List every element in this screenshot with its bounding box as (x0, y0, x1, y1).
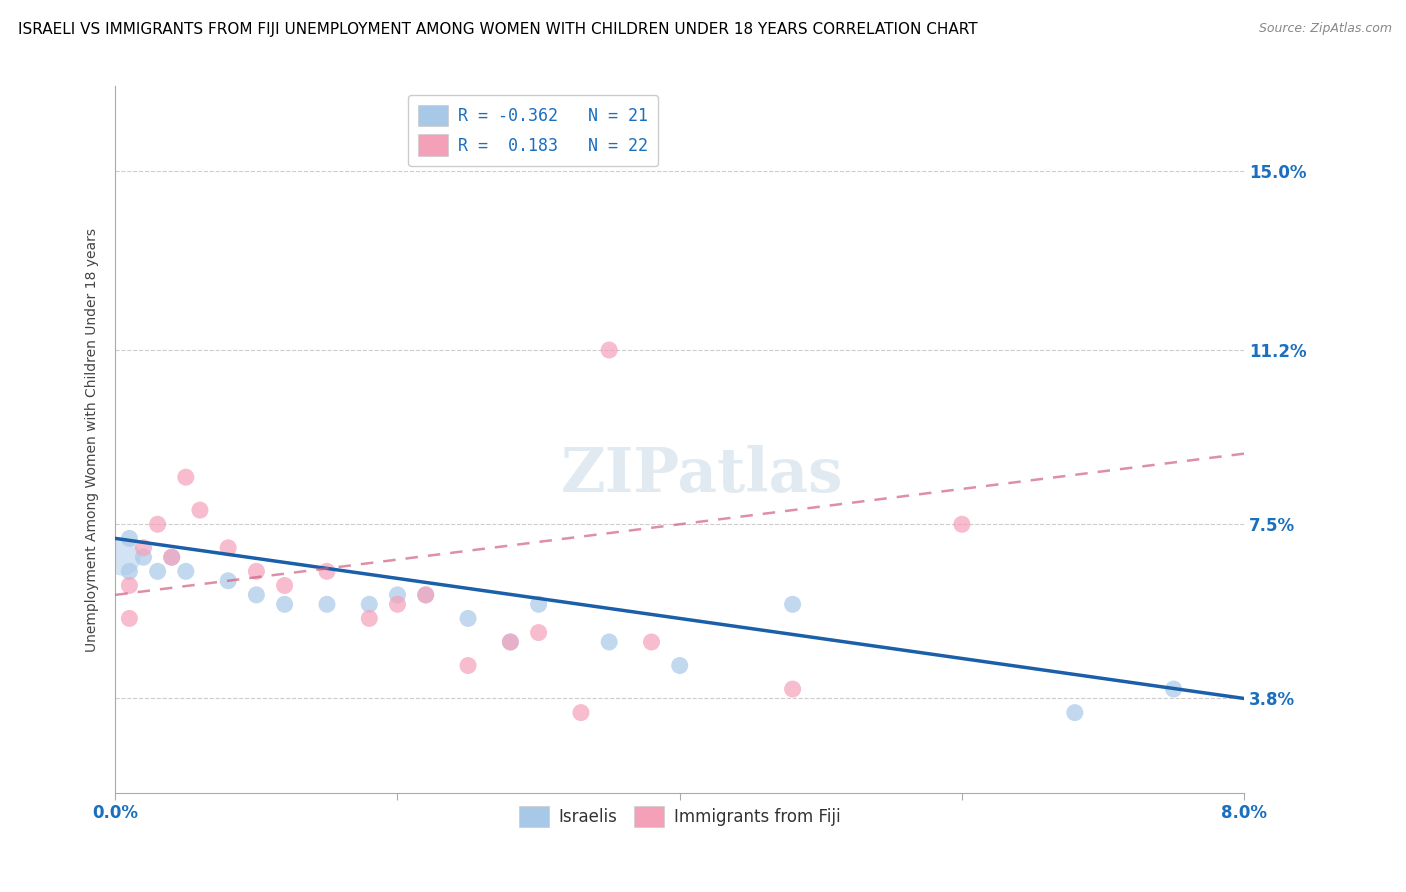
Point (245, 565, 267, 579)
Legend: Israelis, Immigrants from Fiji: Israelis, Immigrants from Fiji (512, 799, 848, 834)
Point (316, 565, 339, 579)
Point (950, 517, 973, 532)
Point (598, 343, 620, 357)
Point (118, 611, 141, 625)
Point (174, 470, 197, 484)
Point (527, 597, 550, 611)
Point (273, 578, 295, 592)
Y-axis label: Unemployment Among Women with Children Under 18 years: Unemployment Among Women with Children U… (86, 227, 100, 651)
Point (415, 588, 437, 602)
Point (499, 635, 522, 649)
Point (359, 597, 381, 611)
Point (1063, 706, 1085, 720)
Point (640, 635, 662, 649)
Point (118, 532, 141, 546)
Point (415, 588, 437, 602)
Point (457, 658, 479, 673)
Point (569, 706, 592, 720)
Point (118, 578, 141, 592)
Point (527, 625, 550, 640)
Point (217, 574, 239, 588)
Point (782, 681, 804, 696)
Point (118, 565, 141, 579)
Point (359, 611, 381, 625)
Point (217, 541, 239, 555)
Point (132, 550, 155, 565)
Point (598, 635, 620, 649)
Point (146, 517, 169, 532)
Text: Source: ZipAtlas.com: Source: ZipAtlas.com (1258, 22, 1392, 36)
Point (174, 565, 197, 579)
Point (457, 611, 479, 625)
Point (245, 588, 267, 602)
Point (668, 658, 690, 673)
Point (160, 550, 183, 565)
Point (146, 565, 169, 579)
Text: ZIPatlas: ZIPatlas (561, 445, 844, 505)
Point (387, 597, 409, 611)
Text: ISRAELI VS IMMIGRANTS FROM FIJI UNEMPLOYMENT AMONG WOMEN WITH CHILDREN UNDER 18 : ISRAELI VS IMMIGRANTS FROM FIJI UNEMPLOY… (18, 22, 979, 37)
Point (111, 550, 134, 565)
Point (499, 635, 522, 649)
Point (132, 541, 155, 555)
Point (782, 597, 804, 611)
Point (316, 597, 339, 611)
Point (160, 550, 183, 565)
Point (387, 588, 409, 602)
Point (1163, 681, 1185, 696)
Point (188, 503, 211, 517)
Point (273, 597, 295, 611)
